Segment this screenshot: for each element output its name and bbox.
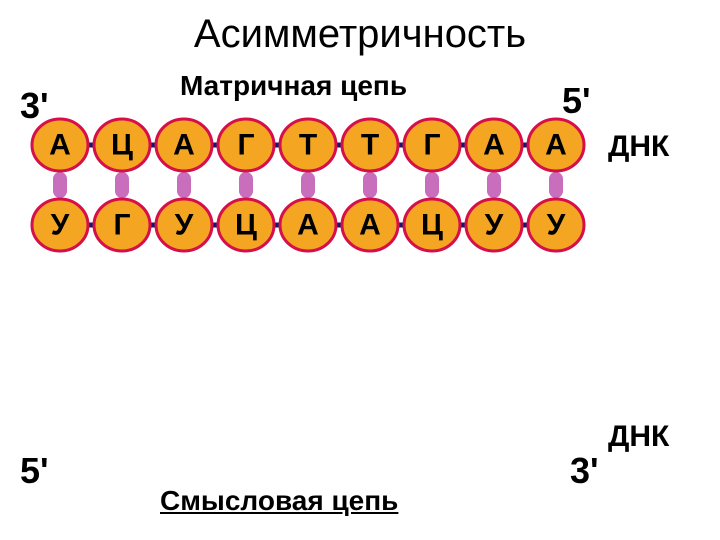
nucleotide-letter: Т bbox=[299, 129, 317, 162]
nucleotide-letter: Г bbox=[423, 129, 440, 162]
nucleotide-letter: А bbox=[173, 129, 195, 162]
label-dna-top: ДНК bbox=[608, 130, 669, 164]
end-5prime-bottom: 5' bbox=[20, 450, 49, 492]
nucleotide-letter: А bbox=[483, 129, 505, 162]
nucleotide-letter: А bbox=[297, 209, 319, 242]
nucleotide-letter: У bbox=[547, 209, 566, 242]
nucleotide-letter: У bbox=[485, 209, 504, 242]
nucleotide-letter: Ц bbox=[111, 129, 133, 162]
label-dna-bottom: ДНК bbox=[608, 420, 669, 454]
strand-top: АЦАГТТГАА bbox=[30, 115, 590, 175]
diagram-root: Асимметричность Матричная цепь 3' 5' ДНК… bbox=[0, 0, 720, 540]
title: Асимметричность bbox=[0, 12, 720, 57]
nucleotide-letter: Ц bbox=[235, 209, 257, 242]
nucleotide-letter: А bbox=[545, 129, 567, 162]
nucleotide-letter: У bbox=[175, 209, 194, 242]
nucleotide-letter: У bbox=[51, 209, 70, 242]
nucleotide-letter: Т bbox=[361, 129, 379, 162]
nucleotide-letter: Г bbox=[237, 129, 254, 162]
end-3prime-bottom: 3' bbox=[570, 450, 599, 492]
nucleotide-letter: Г bbox=[113, 209, 130, 242]
strand-bottom: УГУЦААЦУУ bbox=[30, 195, 590, 255]
nucleotide-letter: А bbox=[49, 129, 71, 162]
nucleotide-letter: А bbox=[359, 209, 381, 242]
subtitle-bottom: Смысловая цепь bbox=[160, 485, 398, 517]
subtitle-top: Матричная цепь bbox=[180, 70, 407, 102]
nucleotide-letter: Ц bbox=[421, 209, 443, 242]
